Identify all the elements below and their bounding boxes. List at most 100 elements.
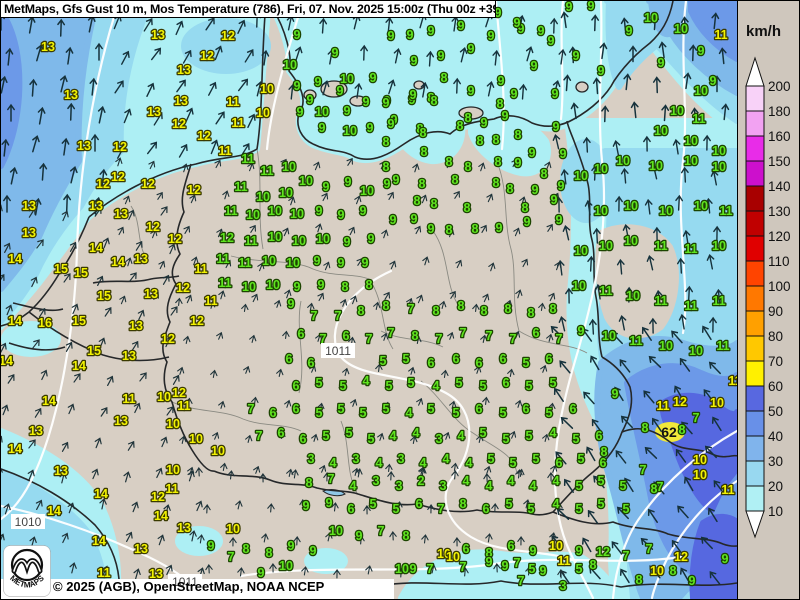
temp-value: 8 (419, 177, 426, 191)
legend-band (745, 260, 765, 287)
temp-value: 9 (658, 56, 665, 70)
temp-value: 9 (458, 19, 465, 33)
temp-value: 10 (282, 160, 296, 174)
temp-value: 10 (268, 230, 282, 244)
temp-value: 5 (526, 429, 533, 443)
temp-value: 9 (529, 146, 536, 160)
temp-value: 11 (244, 234, 257, 248)
temp-value: 8 (495, 155, 502, 169)
temp-value: 5 (386, 379, 393, 393)
temp-value: 10 (624, 199, 638, 213)
temp-value: 11 (721, 483, 734, 497)
temp-value: 8 (433, 304, 440, 318)
temp-value: 9 (530, 544, 537, 558)
wind-arrows (1, 11, 730, 585)
legend-tick: 160 (768, 129, 791, 144)
temp-value: 3 (398, 452, 405, 466)
temp-value: 7 (460, 326, 467, 340)
temp-value: 10 (292, 234, 306, 248)
legend-band (745, 135, 765, 162)
temp-value: 9 (540, 564, 547, 578)
temp-value: 15 (74, 266, 88, 280)
temp-value: 4 (413, 426, 420, 440)
temp-value: 9 (481, 116, 488, 130)
temp-value: 10 (602, 329, 616, 343)
temp-value: 10 (268, 204, 282, 218)
temp-value: 14 (94, 487, 108, 501)
temp-value: 4 (550, 426, 557, 440)
temp-value: 12 (146, 220, 160, 234)
temp-value: 6 (483, 502, 490, 516)
temp-value: 9 (360, 204, 367, 218)
temp-value: 4 (466, 456, 473, 470)
temp-value: 11 (656, 399, 669, 413)
temp-value: 8 (414, 194, 421, 208)
temp-value: 8 (383, 135, 390, 149)
temp-value: 14 (1, 354, 13, 368)
isobar-label-box (11, 514, 45, 529)
temp-value: 8 (493, 176, 500, 190)
temp-value: 9 (410, 562, 417, 576)
legend-colorbar: 200 180 160 150 140 130 120 110 100 90 80 70 60 50 40 3… (745, 56, 791, 539)
copyright-text: © 2025 (AGB), OpenStreetMap, NOAA NCEP (53, 579, 325, 594)
temp-value: 7 (378, 524, 385, 538)
temp-value: 8 (464, 201, 471, 215)
temp-value: 9 (388, 117, 395, 131)
temp-value: 6 (596, 429, 603, 443)
temp-value: 8 (417, 122, 424, 136)
temp-value: 10 (659, 204, 673, 218)
temp-value: 13 (122, 349, 136, 363)
temp-value: 7 (328, 472, 335, 486)
temp-value: 9 (318, 278, 325, 292)
temp-value: 9 (338, 208, 345, 222)
temp-value: 7 (311, 309, 318, 323)
temp-value: 10 (649, 159, 663, 173)
temp-value: 6 (293, 402, 300, 416)
legend-tick: 180 (768, 104, 791, 119)
temp-value: 10 (446, 550, 460, 564)
legend-tick: 60 (768, 379, 783, 394)
temp-value: 10 (689, 344, 703, 358)
gust-temperature-map[interactable]: 13 13 12 13 13 12 13 13 11 11 13 12 12 12 11 12 12 12 12 13… (1, 1, 737, 599)
temp-value: 6 (476, 356, 483, 370)
temp-value: 9 (511, 87, 518, 101)
temp-value: 4 (406, 406, 413, 420)
temp-value: 15 (97, 289, 111, 303)
temp-value: 10 (594, 162, 608, 176)
metmaps-logo[interactable]: METMAPS (3, 545, 51, 597)
temp-value: 10 (712, 239, 726, 253)
temp-value: 5 (368, 432, 375, 446)
temp-value: 9 (502, 109, 509, 123)
temp-value: 5 (428, 402, 435, 416)
temp-value: 9 (553, 120, 560, 134)
temp-value: 4 (458, 429, 465, 443)
temp-value: 13 (177, 521, 191, 535)
temp-value: 14 (8, 252, 22, 266)
temp-value: 8 (383, 299, 390, 313)
temp-value: 5 (340, 379, 347, 393)
temp-value: 12 (221, 29, 235, 43)
temp-value: 10 (616, 154, 630, 168)
temp-value: 12 (113, 140, 127, 154)
temp-value: 11 (557, 554, 570, 568)
temp-value: 14 (111, 255, 125, 269)
temp-value: 9 (310, 544, 317, 558)
temp-value: 8 (383, 160, 390, 174)
temp-value: 9 (588, 1, 595, 13)
temp-value: 6 (503, 376, 510, 390)
temp-value: 7 (657, 480, 664, 494)
legend-tick: 90 (768, 304, 783, 319)
temp-value: 13 (22, 199, 36, 213)
temp-value: 12 (168, 232, 182, 246)
temp-value: 10 (693, 453, 707, 467)
temp-value: 10 (226, 522, 240, 536)
temp-value: 13 (54, 464, 68, 478)
temp-value: 4 (376, 456, 383, 470)
temp-value: 3 (353, 452, 360, 466)
temp-value: 5 (403, 352, 410, 366)
temp-value: 5 (393, 502, 400, 516)
temp-value: 11 (684, 299, 697, 313)
temp-value: 12 (190, 314, 204, 328)
temp-value: 10 (684, 134, 698, 148)
